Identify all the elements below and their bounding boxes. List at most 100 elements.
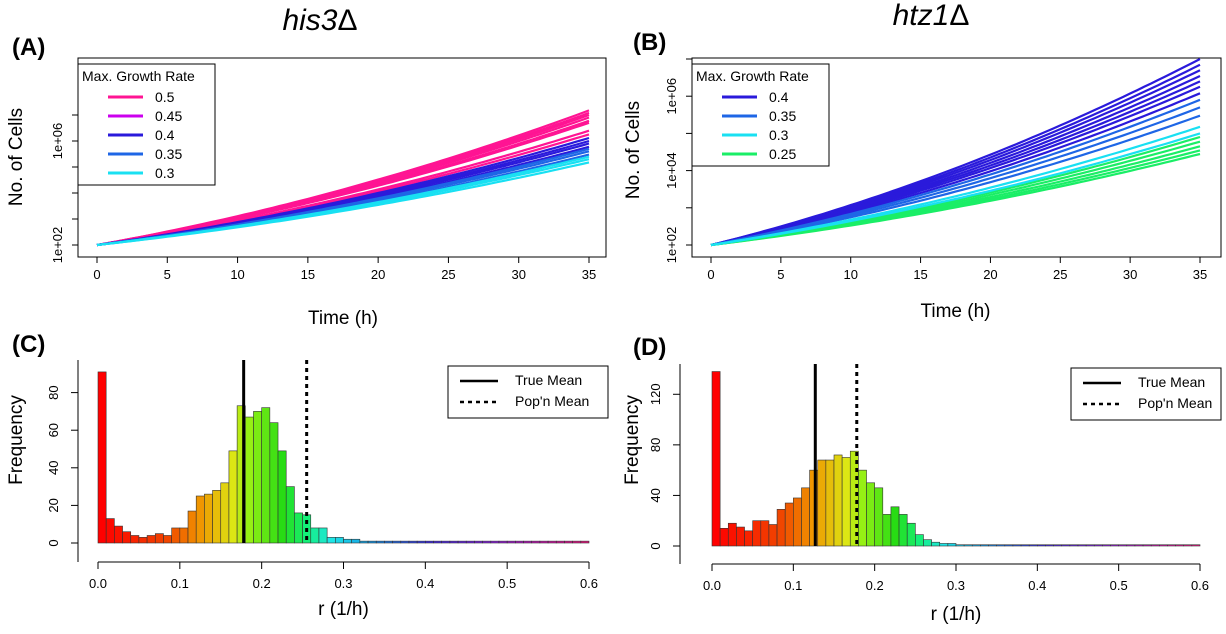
histogram-bar (261, 407, 271, 544)
y-tick-label: 40 (648, 488, 663, 502)
x-tick-label: 0.2 (866, 578, 884, 593)
histogram-bar (1004, 544, 1014, 547)
histogram-bar (784, 502, 794, 547)
histogram-bar (482, 540, 492, 544)
histogram-bar (277, 450, 287, 544)
histogram-bar (955, 544, 965, 547)
histogram-bar (138, 537, 148, 544)
x-tick-label: 0.3 (947, 578, 965, 593)
y-tick-label: 20 (46, 498, 61, 512)
y-tick-label: 40 (46, 461, 61, 475)
histogram-bar (285, 486, 295, 544)
histogram-bar (245, 416, 254, 544)
histogram-bar (752, 520, 762, 547)
histogram-bar (580, 540, 590, 544)
x-tick-label: 0.4 (416, 576, 434, 591)
histogram-bar (146, 535, 156, 544)
y-axis-label: Frequency (622, 395, 643, 485)
y-tick-label: 1e+06 (50, 123, 65, 160)
x-tick-label: 30 (511, 267, 525, 282)
histogram-bar (898, 514, 908, 547)
histogram-bar (980, 544, 989, 547)
title-gene: htz1 (893, 0, 950, 32)
panel-title: his3Δ (282, 4, 357, 37)
histogram-bar (220, 482, 230, 544)
histogram-bar (1191, 544, 1201, 547)
title-gene: his3 (282, 4, 337, 37)
legend-label: 0.3 (769, 127, 789, 143)
histogram-bar (849, 450, 859, 547)
histogram-bar (351, 538, 361, 544)
histogram-bar (841, 457, 851, 547)
histogram-bar (253, 411, 262, 544)
panel-label: (A) (12, 34, 45, 61)
histogram-bar (465, 540, 475, 544)
legend-label: 0.35 (155, 146, 182, 162)
histogram-bar (547, 540, 557, 544)
x-tick-label: 20 (983, 267, 997, 282)
x-tick-label: 0.6 (1191, 578, 1209, 593)
histogram-bar (392, 540, 402, 544)
histogram-bar (736, 526, 745, 547)
histogram-bar (408, 540, 418, 544)
histogram-bar (939, 543, 949, 547)
histogram-bar (97, 371, 107, 544)
histogram-bar (343, 538, 352, 544)
histogram-bar (1077, 544, 1087, 547)
histogram-bar (801, 487, 810, 547)
y-tick-label: 0 (648, 542, 663, 549)
x-tick-label: 0.0 (89, 576, 107, 591)
histogram-bar (1069, 544, 1079, 547)
legend-title: Max. Growth Rate (696, 68, 809, 84)
x-tick-label: 25 (1053, 267, 1067, 282)
histogram-bar (1020, 544, 1030, 547)
histogram-bar (744, 530, 753, 547)
legend-label: True Mean (515, 372, 582, 388)
title-delta: Δ (338, 4, 358, 37)
histogram-bar (204, 493, 213, 544)
legend-label: 0.25 (769, 146, 796, 162)
panel-label: (B) (633, 29, 666, 56)
legend-box (447, 365, 609, 419)
histogram-bar (890, 506, 900, 547)
x-tick-label: 15 (913, 267, 927, 282)
histogram-bar (228, 450, 238, 544)
x-tick-label: 0.3 (334, 576, 352, 591)
histogram-bar (1053, 544, 1063, 547)
x-tick-label: 5 (777, 267, 784, 282)
histogram-bar (506, 540, 516, 544)
histogram-bar (326, 537, 336, 544)
histogram-bar (1159, 544, 1168, 547)
histogram-bar (187, 510, 197, 544)
histogram-bar (923, 539, 932, 547)
histogram-bar (441, 540, 451, 544)
histogram-bar (154, 533, 164, 544)
histogram-bar (359, 540, 369, 544)
histogram-bar (1045, 544, 1054, 547)
histogram-bar (1093, 544, 1103, 547)
series-line (96, 161, 590, 247)
histogram-bar (1150, 544, 1160, 547)
x-tick-label: 0.1 (171, 576, 189, 591)
histogram-bar (719, 527, 729, 547)
histogram-bar (449, 540, 459, 544)
histogram-bar (1061, 544, 1071, 547)
y-axis-label: No. of Cells (6, 108, 27, 206)
histogram-bar (171, 527, 181, 544)
x-tick-label: 0.5 (1110, 578, 1128, 593)
x-tick-label: 30 (1123, 267, 1137, 282)
histogram-bar (1167, 544, 1176, 547)
y-axis-label: Frequency (6, 395, 27, 485)
histogram-bar (367, 540, 377, 544)
panel-title: htz1Δ (893, 0, 970, 32)
histogram-bar (1183, 544, 1193, 547)
histogram-bar (114, 525, 123, 544)
histogram-bar (539, 540, 549, 544)
histogram-bar (531, 540, 541, 544)
histogram-bar (179, 527, 189, 544)
legend-label: 0.3 (155, 165, 175, 181)
panel-d: 0.0 0.1 0.2 0.3 0.4 0.5 0.6 0 40 80 120 True Mean Po… (622, 334, 1222, 625)
histogram-bar (1012, 544, 1022, 547)
x-axis-label: r (1/h) (318, 599, 369, 620)
